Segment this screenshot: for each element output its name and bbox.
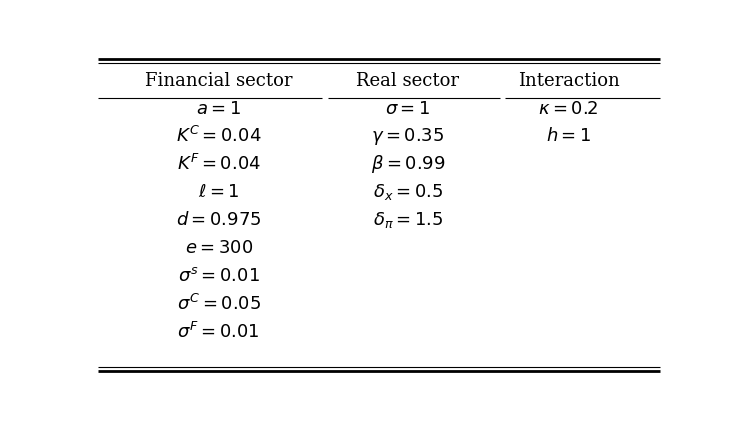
Text: $\delta_{\pi} = 1.5$: $\delta_{\pi} = 1.5$ bbox=[373, 210, 443, 230]
Text: Real sector: Real sector bbox=[357, 72, 460, 89]
Text: Interaction: Interaction bbox=[518, 72, 619, 89]
Text: $e = 300$: $e = 300$ bbox=[184, 239, 253, 257]
Text: $d = 0.975$: $d = 0.975$ bbox=[176, 211, 261, 229]
Text: $\sigma^C = 0.05$: $\sigma^C = 0.05$ bbox=[177, 294, 260, 314]
Text: $\kappa = 0.2$: $\kappa = 0.2$ bbox=[538, 100, 599, 118]
Text: $h = 1$: $h = 1$ bbox=[546, 127, 591, 145]
Text: Financial sector: Financial sector bbox=[145, 72, 292, 89]
Text: $\sigma^s = 0.01$: $\sigma^s = 0.01$ bbox=[178, 267, 260, 285]
Text: $a = 1$: $a = 1$ bbox=[196, 100, 241, 118]
Text: $\sigma = 1$: $\sigma = 1$ bbox=[386, 100, 431, 118]
Text: $\gamma = 0.35$: $\gamma = 0.35$ bbox=[371, 126, 445, 147]
Text: $K^C = 0.04$: $K^C = 0.04$ bbox=[176, 127, 261, 147]
Text: $\ell = 1$: $\ell = 1$ bbox=[198, 183, 240, 201]
Text: $K^F = 0.04$: $K^F = 0.04$ bbox=[177, 154, 260, 174]
Text: $\sigma^F = 0.01$: $\sigma^F = 0.01$ bbox=[178, 322, 260, 342]
Text: $\delta_x = 0.5$: $\delta_x = 0.5$ bbox=[373, 182, 443, 202]
Text: $\beta = 0.99$: $\beta = 0.99$ bbox=[371, 153, 445, 175]
